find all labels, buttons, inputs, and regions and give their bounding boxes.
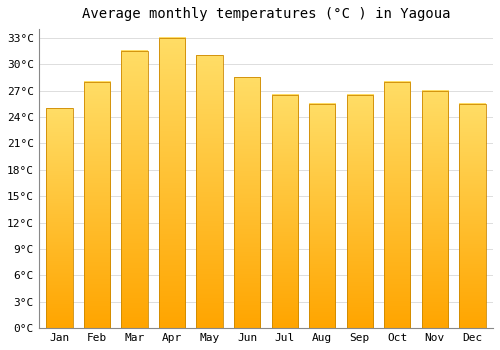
Bar xyxy=(159,38,185,328)
Bar xyxy=(272,95,298,328)
Bar xyxy=(384,82,410,328)
Bar xyxy=(422,91,448,328)
Bar xyxy=(346,95,373,328)
Bar xyxy=(309,104,336,328)
Bar xyxy=(460,104,485,328)
Bar xyxy=(234,77,260,328)
Bar xyxy=(196,55,223,328)
Title: Average monthly temperatures (°C ) in Yagoua: Average monthly temperatures (°C ) in Ya… xyxy=(82,7,450,21)
Bar xyxy=(84,82,110,328)
Bar xyxy=(46,108,72,328)
Bar xyxy=(122,51,148,328)
